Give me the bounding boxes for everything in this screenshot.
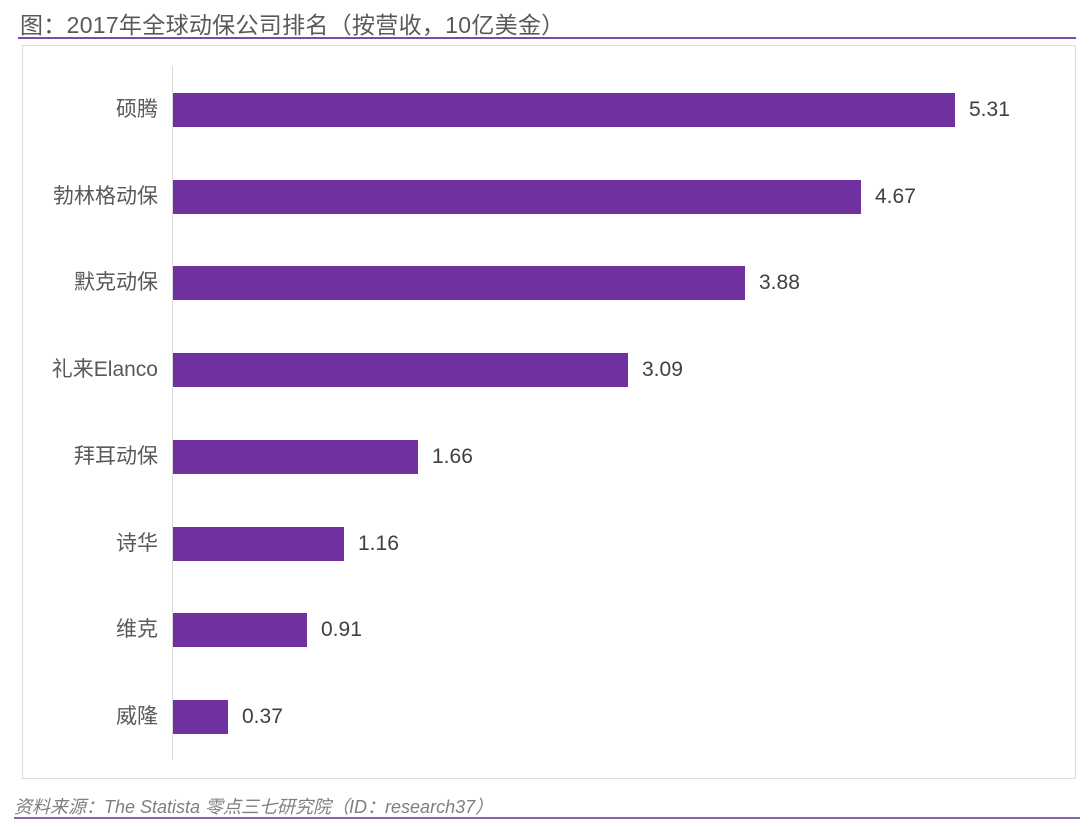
title-divider: [18, 37, 1076, 39]
bar: [173, 440, 418, 474]
category-label: 维克: [116, 618, 158, 641]
bar: [173, 613, 307, 647]
category-label: 诗华: [116, 532, 158, 555]
value-label: 3.09: [642, 358, 683, 381]
value-label: 4.67: [875, 185, 916, 208]
value-label: 3.88: [759, 271, 800, 294]
value-label: 5.31: [969, 98, 1010, 121]
category-label: 硕腾: [116, 98, 158, 121]
category-label: 勃林格动保: [53, 185, 158, 208]
value-label: 1.66: [432, 445, 473, 468]
value-label: 0.91: [321, 618, 362, 641]
value-label: 1.16: [358, 532, 399, 555]
bar: [173, 266, 745, 300]
bar: [173, 700, 228, 734]
chart-title: 图：2017年全球动保公司排名（按营收，10亿美金）: [20, 12, 565, 38]
footer-divider: [14, 817, 1080, 819]
source-note: 资料来源：The Statista 零点三七研究院（ID：research37）: [14, 797, 494, 817]
category-label: 威隆: [116, 705, 158, 728]
bar: [173, 353, 628, 387]
bar: [173, 93, 955, 127]
bar: [173, 527, 344, 561]
bar: [173, 180, 861, 214]
y-axis-line: [172, 66, 173, 760]
chart-area: [22, 45, 1076, 779]
category-label: 默克动保: [74, 271, 158, 294]
category-label: 拜耳动保: [74, 445, 158, 468]
value-label: 0.37: [242, 705, 283, 728]
category-label: 礼来Elanco: [51, 358, 158, 381]
